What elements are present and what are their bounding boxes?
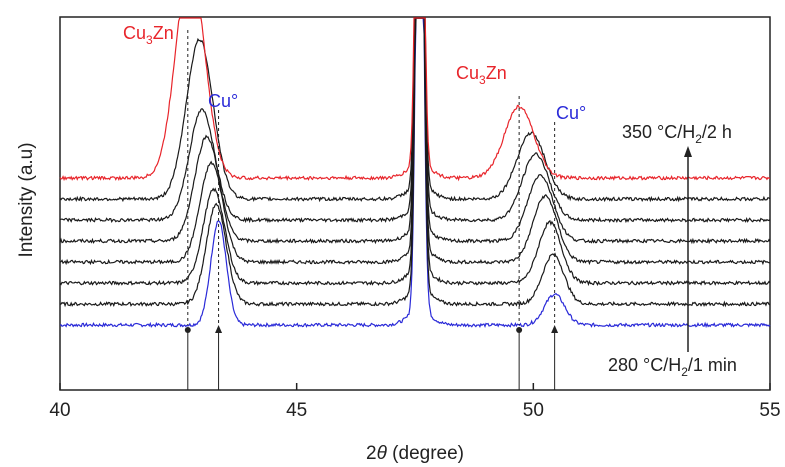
annotation-cu-left: Cu° <box>208 91 238 111</box>
condition-bottom-label: 280 °C/H2/1 min <box>608 355 737 379</box>
x-tick-label: 40 <box>49 400 70 421</box>
x-ticks: 40 45 50 55 <box>49 383 781 421</box>
condition-top-label: 350 °C/H2/2 h <box>622 122 732 146</box>
reference-triangle-marker <box>215 325 223 333</box>
x-tick-label: 55 <box>759 400 780 421</box>
annotation-cu3zn-right: Cu3Zn <box>456 63 507 87</box>
traces <box>59 17 771 329</box>
x-tick-label: 50 <box>523 400 544 421</box>
x-axis-label: 2θ (degree) <box>366 443 464 464</box>
time-arrow-head <box>684 146 692 157</box>
reference-dot-marker <box>184 327 191 333</box>
plot-frame <box>59 16 771 391</box>
x-tick-label: 45 <box>286 400 307 421</box>
reference-triangle-marker <box>551 325 559 333</box>
reference-dot-marker <box>516 327 523 333</box>
annotation-cu-right: Cu° <box>556 103 586 123</box>
reference-markers <box>184 30 559 390</box>
xrd-trace-7 <box>59 17 771 182</box>
y-axis-label: Intensity (a.u) <box>16 142 37 257</box>
annotation-cu3zn-left: Cu3Zn <box>123 23 174 47</box>
